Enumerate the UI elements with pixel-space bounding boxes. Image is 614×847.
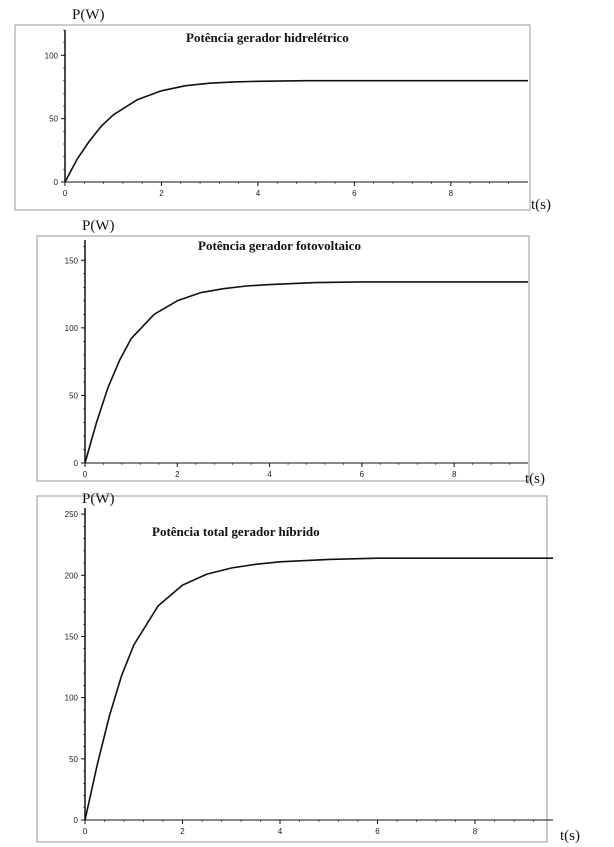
x-tick-label: 4 bbox=[267, 470, 272, 479]
y-tick-label: 0 bbox=[54, 178, 59, 187]
x-tick-label: 8 bbox=[449, 189, 454, 198]
y-tick-label: 50 bbox=[69, 755, 78, 764]
y-tick-label: 0 bbox=[74, 816, 79, 825]
series-line bbox=[64, 79, 528, 183]
y-tick-label: 50 bbox=[49, 115, 58, 124]
x-tick-label: 8 bbox=[473, 827, 478, 836]
x-tick-label: 2 bbox=[159, 189, 164, 198]
x-tick-label: 0 bbox=[63, 189, 68, 198]
chart-frame bbox=[14, 24, 531, 211]
chart-photovoltaic: 0 50 100 150 0 2 4 6 8 P(W) t(s) Potência gerador f… bbox=[36, 218, 545, 487]
x-tick-label: 0 bbox=[83, 827, 88, 836]
chart-title: Potência total gerador híbrido bbox=[152, 524, 320, 539]
y-tick-label: 150 bbox=[65, 256, 79, 265]
y-tick-label: 0 bbox=[74, 459, 79, 468]
y-axis-label: P(W) bbox=[72, 7, 105, 23]
x-tick-label: 2 bbox=[175, 470, 180, 479]
x-axis-label: t(s) bbox=[560, 828, 580, 844]
y-tick-label: 100 bbox=[65, 694, 79, 703]
x-tick-label: 8 bbox=[452, 470, 457, 479]
y-tick-label: 200 bbox=[65, 571, 79, 580]
x-tick-label: 6 bbox=[360, 470, 365, 479]
chart-title: Potência gerador hidrelétrico bbox=[186, 30, 349, 45]
x-axis-label: t(s) bbox=[525, 471, 545, 487]
y-tick-label: 250 bbox=[65, 510, 79, 519]
series-line bbox=[84, 281, 528, 464]
y-tick-label: 50 bbox=[69, 391, 78, 400]
chart-hydro: 0 50 100 0 2 4 6 8 P(W) t(s) Potência gerador hidr… bbox=[14, 7, 551, 213]
y-axis-label: P(W) bbox=[82, 218, 115, 234]
x-tick-label: 4 bbox=[278, 827, 283, 836]
y-tick-label: 100 bbox=[45, 51, 59, 60]
chart-frame bbox=[36, 495, 548, 843]
chart-title: Potência gerador fotovoltaico bbox=[198, 238, 361, 253]
y-tick-label: 100 bbox=[65, 324, 79, 333]
series-line bbox=[84, 557, 553, 821]
x-tick-label: 6 bbox=[352, 189, 357, 198]
x-tick-label: 4 bbox=[256, 189, 261, 198]
x-tick-label: 0 bbox=[83, 470, 88, 479]
x-axis-label: t(s) bbox=[531, 197, 551, 213]
chart-hybrid: 0 50 100 150 200 250 0 2 4 6 8 P(W) t(s) Potência tot… bbox=[36, 491, 580, 844]
chart-frame bbox=[36, 235, 530, 482]
y-axis-label: P(W) bbox=[82, 491, 115, 507]
x-tick-label: 2 bbox=[180, 827, 185, 836]
x-tick-label: 6 bbox=[375, 827, 380, 836]
y-tick-label: 150 bbox=[65, 632, 79, 641]
